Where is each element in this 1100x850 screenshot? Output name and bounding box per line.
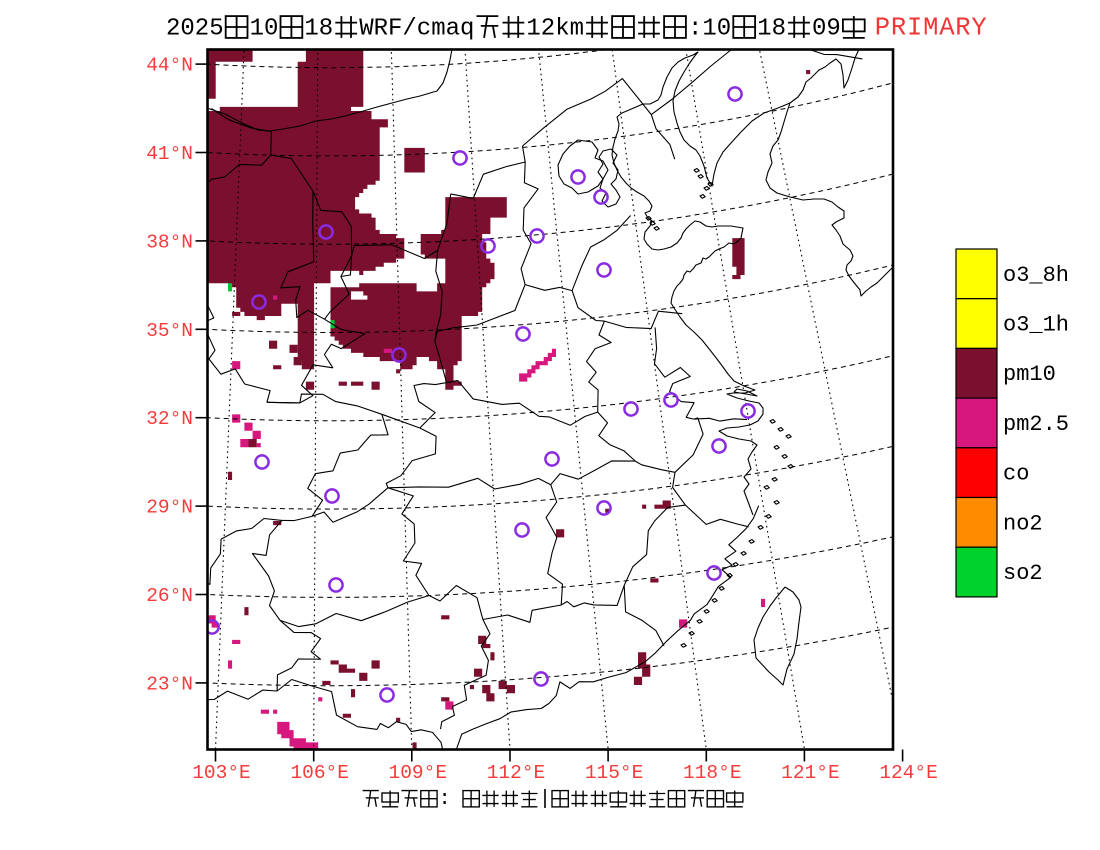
svg-text:o3_8h: o3_8h bbox=[1003, 263, 1069, 288]
svg-text:103°E: 103°E bbox=[192, 762, 251, 784]
svg-text:23°N: 23°N bbox=[146, 673, 193, 695]
svg-text:115°E: 115°E bbox=[585, 762, 644, 784]
svg-text:35°N: 35°N bbox=[146, 320, 193, 342]
svg-text:PRIMARY: PRIMARY bbox=[875, 13, 988, 42]
svg-text:WRF/cmaq: WRF/cmaq bbox=[359, 15, 474, 42]
svg-text:121°E: 121°E bbox=[781, 762, 840, 784]
svg-text:38°N: 38°N bbox=[146, 231, 193, 253]
svg-text:10: 10 bbox=[250, 15, 279, 42]
svg-text:44°N: 44°N bbox=[146, 55, 193, 77]
svg-text:29°N: 29°N bbox=[146, 497, 193, 519]
svg-text::: : bbox=[688, 15, 702, 42]
svg-text:no2: no2 bbox=[1003, 511, 1043, 536]
svg-text:o3_1h: o3_1h bbox=[1003, 313, 1069, 338]
svg-text:co: co bbox=[1003, 462, 1029, 487]
svg-text:so2: so2 bbox=[1003, 561, 1043, 586]
svg-text:109°E: 109°E bbox=[389, 762, 448, 784]
svg-text:2025: 2025 bbox=[166, 15, 224, 42]
svg-text:106°E: 106°E bbox=[290, 762, 349, 784]
svg-text:32°N: 32°N bbox=[146, 408, 193, 430]
svg-text:|: | bbox=[539, 788, 551, 811]
svg-text:124°E: 124°E bbox=[879, 762, 938, 784]
svg-text:pm10: pm10 bbox=[1003, 362, 1056, 387]
svg-text:09: 09 bbox=[812, 15, 841, 42]
svg-text:pm2.5: pm2.5 bbox=[1003, 412, 1069, 437]
svg-text:112°E: 112°E bbox=[487, 762, 546, 784]
svg-text::: : bbox=[439, 788, 451, 811]
svg-text:26°N: 26°N bbox=[146, 585, 193, 607]
svg-text:118°E: 118°E bbox=[683, 762, 742, 784]
svg-text:18: 18 bbox=[757, 15, 786, 42]
svg-text:18: 18 bbox=[304, 15, 333, 42]
svg-text:10: 10 bbox=[702, 15, 731, 42]
svg-text:12km: 12km bbox=[526, 15, 584, 42]
svg-text:41°N: 41°N bbox=[146, 143, 193, 165]
